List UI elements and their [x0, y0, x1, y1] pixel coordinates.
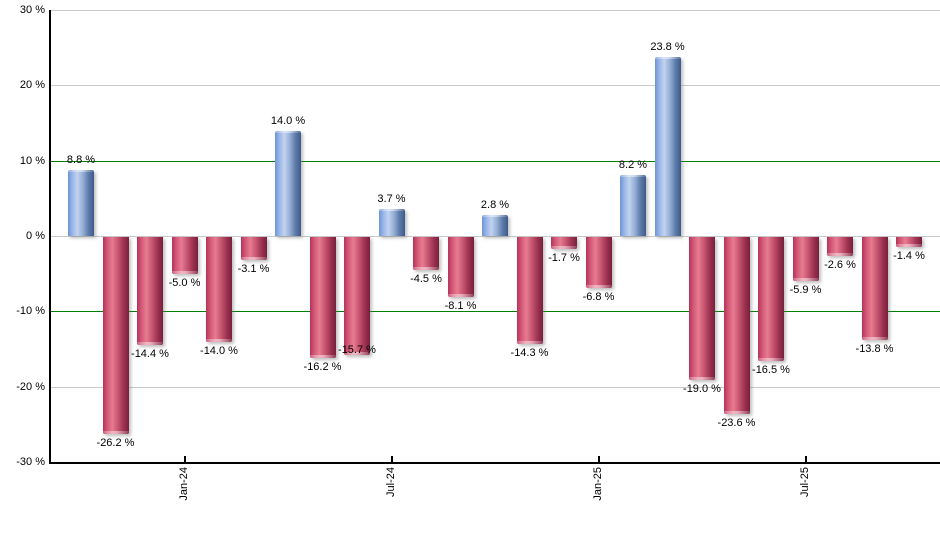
y-axis-label: 0 % [26, 230, 45, 242]
bar-value-label: 8.2 % [618, 158, 648, 171]
bar [413, 236, 439, 271]
bar [516, 236, 543, 345]
bar-value-label: 2.8 % [480, 199, 510, 212]
y-axis-label: 30 % [19, 4, 45, 17]
bar-value-label: -8.1 % [444, 300, 477, 313]
bar [309, 236, 336, 359]
y-axis-label: -30 % [16, 455, 45, 468]
y-gridline [50, 386, 940, 388]
bar [551, 236, 577, 250]
y-gridline [50, 85, 940, 87]
reference-line [50, 311, 940, 313]
x-axis-tick-label: Jan-25 [592, 467, 604, 502]
x-axis-tick [597, 455, 600, 463]
y-axis-label: -10 % [16, 305, 45, 318]
x-axis-tick [390, 455, 393, 463]
bar-value-label: -4.5 % [410, 273, 442, 286]
bar [206, 236, 232, 343]
bar [447, 236, 474, 298]
bar [378, 208, 405, 237]
y-axis-label: 10 % [19, 154, 45, 167]
bar [827, 236, 853, 257]
bar-value-label: -2.6 % [824, 259, 856, 272]
bar [275, 131, 301, 237]
bar-value-label: -1.4 % [893, 250, 925, 263]
bar [758, 236, 784, 361]
bar [344, 236, 370, 355]
bar-value-label: -16.5 % [752, 363, 790, 376]
bar-value-label: 14.0 % [270, 115, 306, 128]
bar-value-label: 8.8 % [66, 154, 96, 167]
bar [896, 236, 922, 248]
bar [861, 236, 888, 341]
bar-value-label: -15.7 % [338, 343, 376, 356]
bar [723, 236, 750, 415]
bar [620, 174, 646, 237]
x-axis-tick-label: Jul-24 [385, 467, 397, 498]
bar-value-label: -5.9 % [789, 283, 822, 296]
bar [171, 236, 198, 275]
y-gridline [50, 10, 940, 12]
bar [102, 236, 129, 435]
bar-value-label: 3.7 % [377, 192, 406, 205]
x-axis-tick-label: Jul-25 [799, 467, 811, 498]
bar [68, 170, 94, 237]
bar-value-label: -13.8 % [855, 343, 894, 356]
bar-value-label: -14.4 % [131, 347, 169, 360]
x-axis-tick [183, 455, 186, 463]
bar [689, 236, 715, 380]
y-axis-label: -20 % [16, 380, 45, 393]
x-axis-tick [804, 455, 807, 463]
bar [654, 57, 681, 237]
bar-value-label: -5.0 % [168, 277, 201, 290]
bar [585, 236, 612, 288]
bar [792, 236, 819, 282]
bar [482, 215, 508, 237]
y-axis-line [48, 9, 51, 464]
y-gridline [50, 236, 940, 237]
reference-line [50, 160, 940, 162]
bar [240, 236, 267, 261]
x-axis-line [48, 461, 940, 464]
y-axis-label: 20 % [19, 79, 45, 92]
bar-value-label: -23.6 % [717, 417, 756, 430]
bar-value-label: -16.2 % [303, 361, 342, 374]
bar-value-label: -19.0 % [683, 382, 721, 395]
bar-value-label: -26.2 % [96, 436, 135, 449]
bar-value-label: -14.0 % [200, 344, 238, 357]
bar [137, 236, 163, 346]
x-axis-tick-label: Jan-24 [178, 467, 190, 502]
bar-value-label: -3.1 % [237, 262, 270, 275]
bar-value-label: -14.3 % [510, 347, 549, 360]
bar-value-label: -6.8 % [582, 290, 615, 303]
bar-value-label: 23.8 % [650, 41, 685, 54]
bar-value-label: -1.7 % [548, 252, 580, 265]
